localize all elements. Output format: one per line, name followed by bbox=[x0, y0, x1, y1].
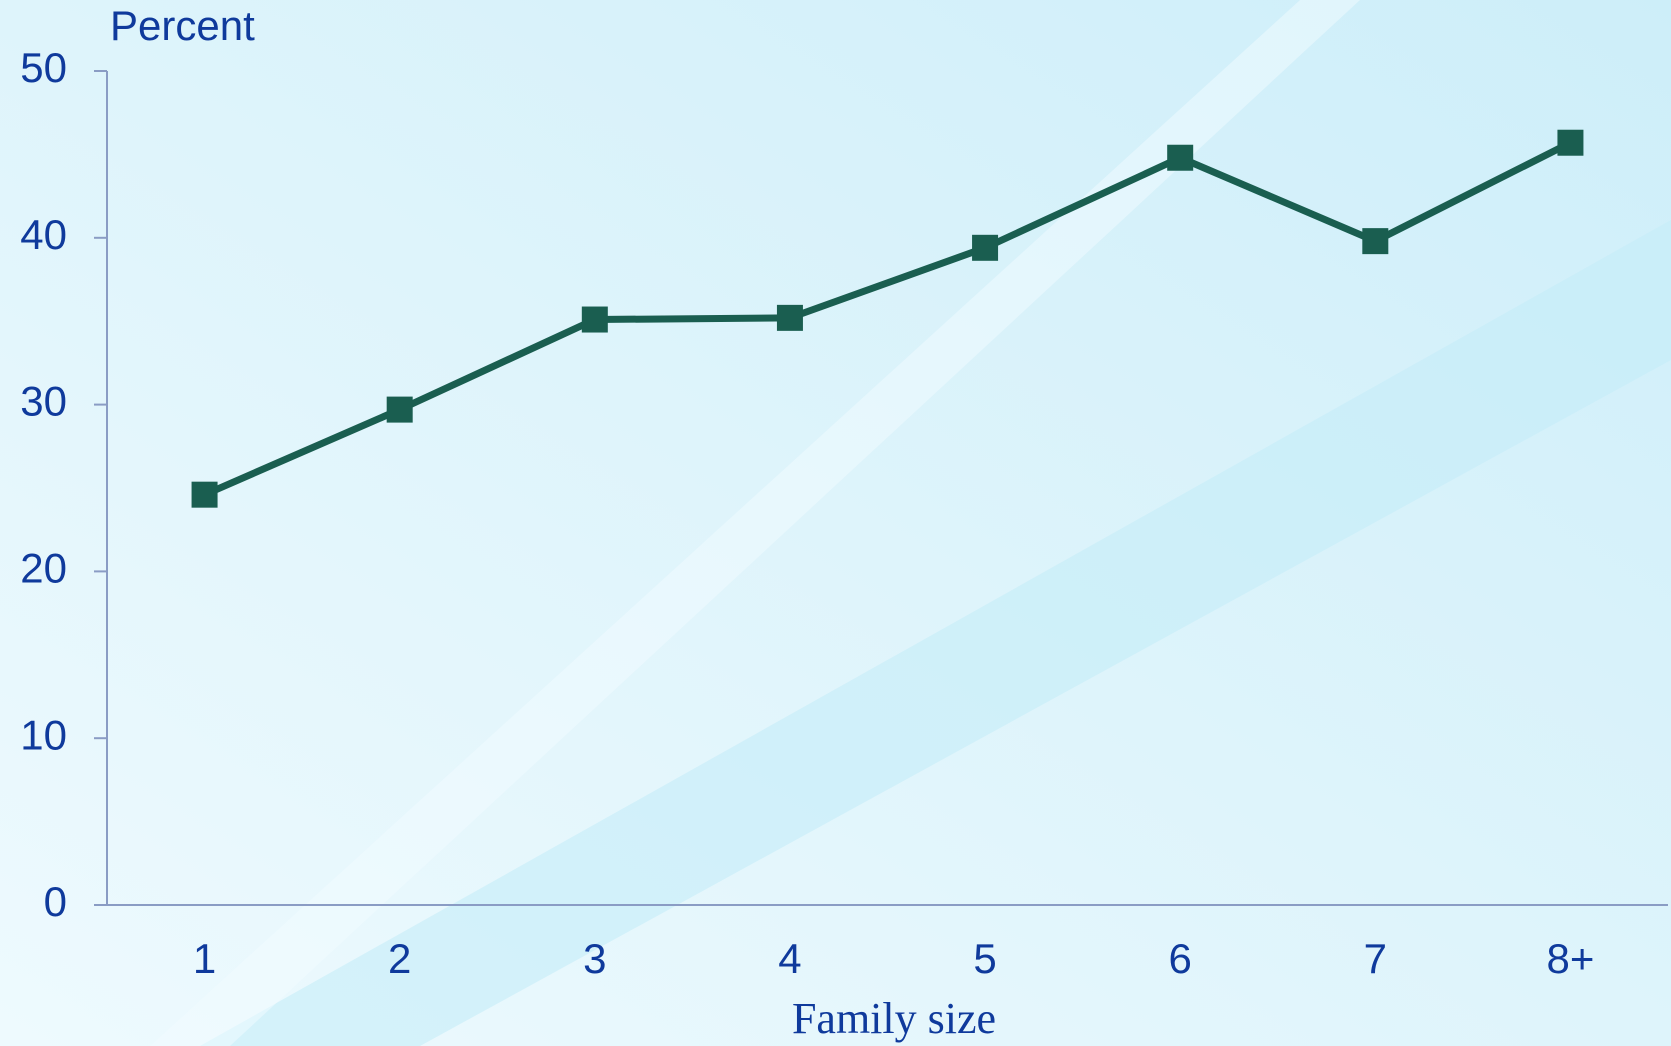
x-tick-label: 7 bbox=[1364, 935, 1387, 982]
x-tick-label: 5 bbox=[973, 935, 996, 982]
y-axis-title: Percent bbox=[110, 2, 255, 49]
marker bbox=[1167, 144, 1194, 171]
y-tick-label: 40 bbox=[20, 211, 67, 258]
background-band bbox=[150, 0, 1360, 1046]
x-axis-title: Family size bbox=[792, 994, 996, 1043]
x-tick-label: 4 bbox=[778, 935, 801, 982]
marker bbox=[191, 481, 218, 508]
y-tick-label: 10 bbox=[20, 711, 67, 758]
background-band bbox=[200, 220, 1671, 1046]
x-tick-label: 2 bbox=[388, 935, 411, 982]
x-tick-label: 3 bbox=[583, 935, 606, 982]
y-tick-label: 0 bbox=[44, 878, 67, 925]
line bbox=[203, 139, 1573, 498]
marker bbox=[1362, 228, 1389, 255]
y-tick-label: 50 bbox=[20, 44, 67, 91]
marker bbox=[776, 304, 803, 331]
marker bbox=[581, 306, 608, 333]
marker bbox=[386, 396, 413, 423]
marker bbox=[972, 234, 999, 261]
x-tick-label: 8+ bbox=[1546, 935, 1594, 982]
y-tick-label: 30 bbox=[20, 378, 67, 425]
y-tick-label: 20 bbox=[20, 544, 67, 591]
marker bbox=[1557, 129, 1584, 156]
x-tick-label: 6 bbox=[1169, 935, 1192, 982]
x-tick-label: 1 bbox=[193, 935, 216, 982]
